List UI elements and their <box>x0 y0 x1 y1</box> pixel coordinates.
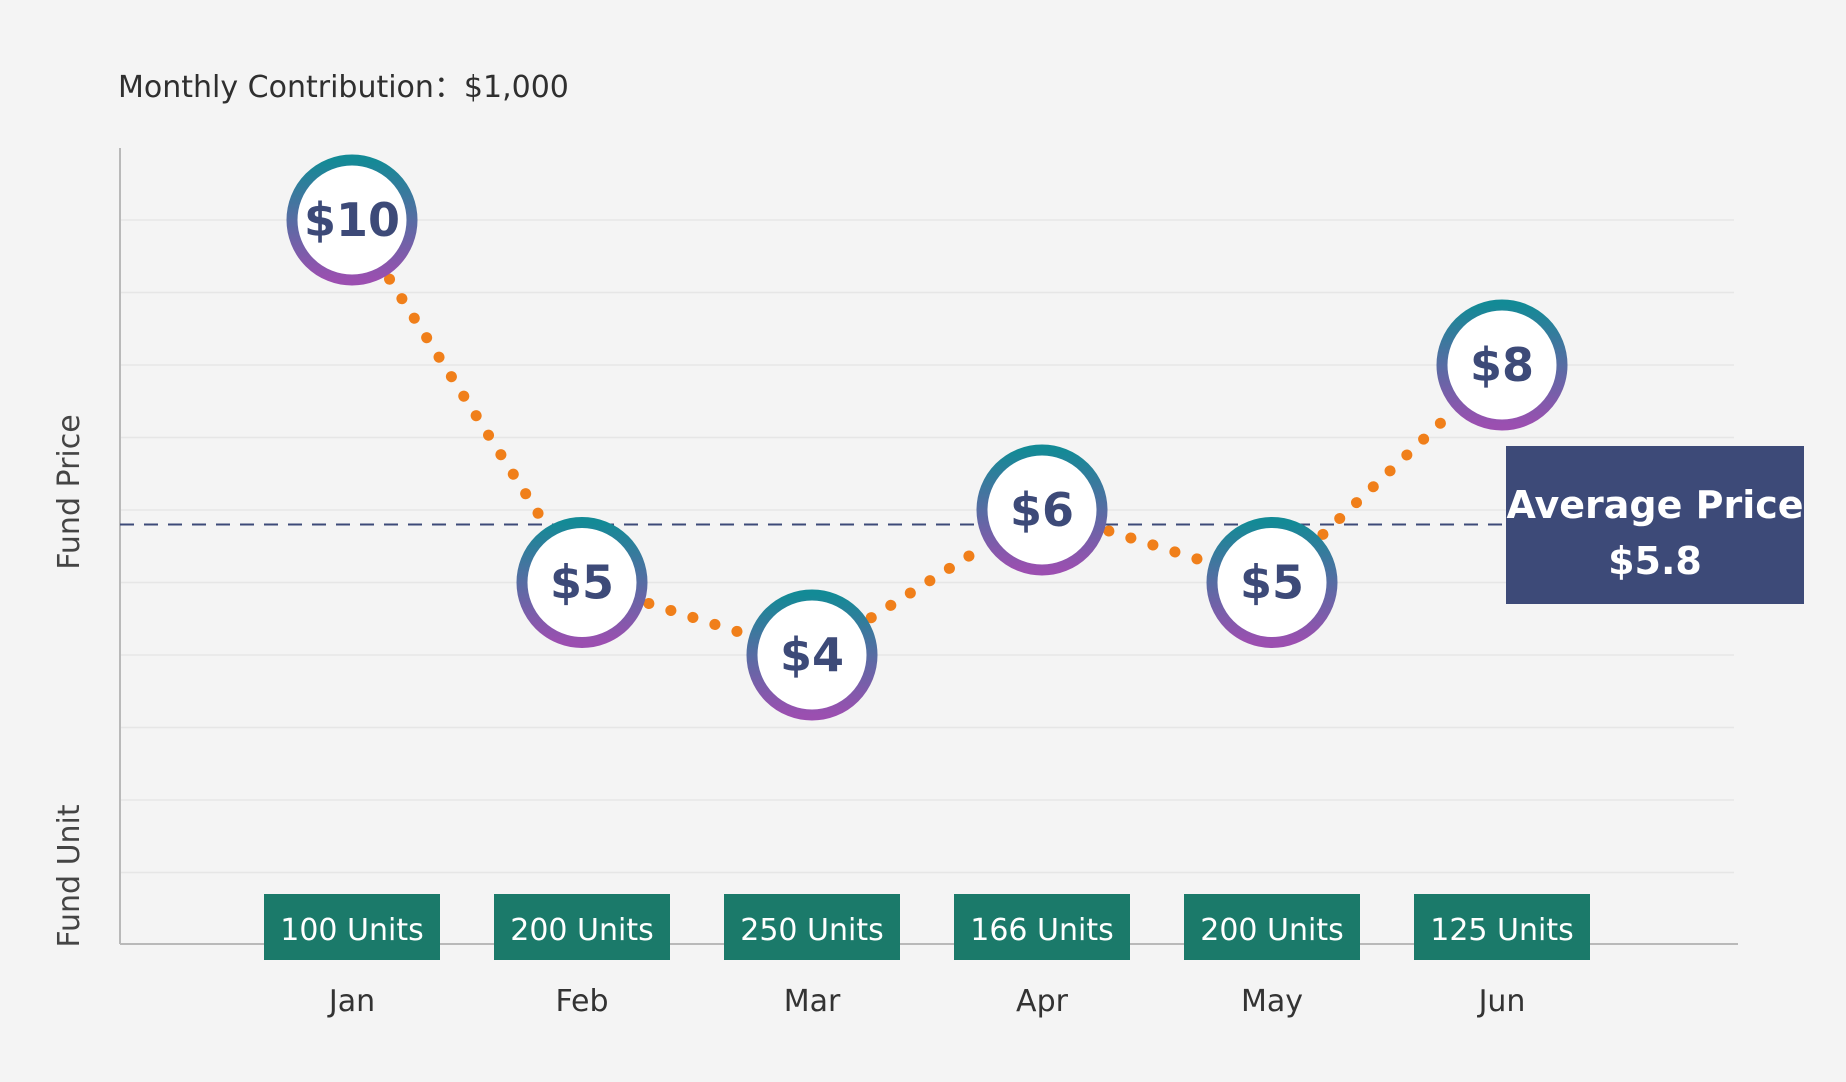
price-marker: $5 <box>1206 517 1338 648</box>
unit-box: 200 Units <box>1184 894 1360 960</box>
price-marker-ring <box>746 589 878 721</box>
unit-label: 200 Units <box>1200 913 1344 948</box>
average-price-value: $5.8 <box>1608 539 1702 583</box>
unit-label: 166 Units <box>970 913 1114 948</box>
x-tick-label: Jan <box>327 984 375 1019</box>
price-marker: $4 <box>746 589 878 721</box>
price-markers: $10 $5 $4 $6 $5 $8 <box>286 154 1568 721</box>
price-marker: $10 <box>286 154 418 286</box>
price-label: $4 <box>780 628 844 682</box>
unit-box: 125 Units <box>1414 894 1590 960</box>
unit-boxes: 100 Units 200 Units 250 Units 166 Units 200 … <box>264 894 1590 960</box>
price-marker-ring <box>1206 517 1338 648</box>
unit-box: 100 Units <box>264 894 440 960</box>
x-tick-label: May <box>1241 984 1303 1019</box>
unit-box-bg <box>724 894 900 960</box>
unit-box-bg <box>264 894 440 960</box>
price-marker: $6 <box>976 444 1108 576</box>
price-marker: $8 <box>1436 299 1568 431</box>
price-label: $5 <box>1240 556 1304 610</box>
average-price-callout: Average Price $5.8 <box>1506 446 1804 604</box>
price-marker-ring <box>286 154 418 286</box>
x-tick-label: Mar <box>784 984 841 1019</box>
unit-label: 200 Units <box>510 913 654 948</box>
price-marker: $5 <box>516 517 648 648</box>
unit-box: 166 Units <box>954 894 1130 960</box>
x-tick-label: Apr <box>1016 984 1069 1019</box>
price-label: $6 <box>1010 483 1074 537</box>
unit-label: 100 Units <box>280 913 424 948</box>
price-label: $10 <box>304 193 400 247</box>
unit-box-bg <box>494 894 670 960</box>
price-marker-ring <box>516 517 648 648</box>
price-label: $5 <box>550 556 614 610</box>
price-label: $8 <box>1470 338 1534 392</box>
unit-label: 125 Units <box>1430 913 1574 948</box>
unit-box-bg <box>954 894 1130 960</box>
price-marker-ring <box>976 444 1108 576</box>
price-series-line <box>384 273 1457 640</box>
price-marker-ring <box>1436 299 1568 431</box>
chart-subtitle: Monthly Contribution：$1,000 <box>118 70 569 105</box>
y-axis-title-unit: Fund Unit <box>52 804 87 948</box>
x-axis-ticks: Jan Feb Mar Apr May Jun <box>327 984 1526 1019</box>
average-price-label: Average Price <box>1506 483 1803 527</box>
average-price-box <box>1506 446 1804 604</box>
unit-box-bg <box>1414 894 1590 960</box>
unit-box: 200 Units <box>494 894 670 960</box>
x-tick-label: Feb <box>555 984 608 1019</box>
unit-label: 250 Units <box>740 913 884 948</box>
y-axis-title-price: Fund Price <box>52 414 87 569</box>
unit-box: 250 Units <box>724 894 900 960</box>
x-tick-label: Jun <box>1477 984 1526 1019</box>
unit-box-bg <box>1184 894 1360 960</box>
